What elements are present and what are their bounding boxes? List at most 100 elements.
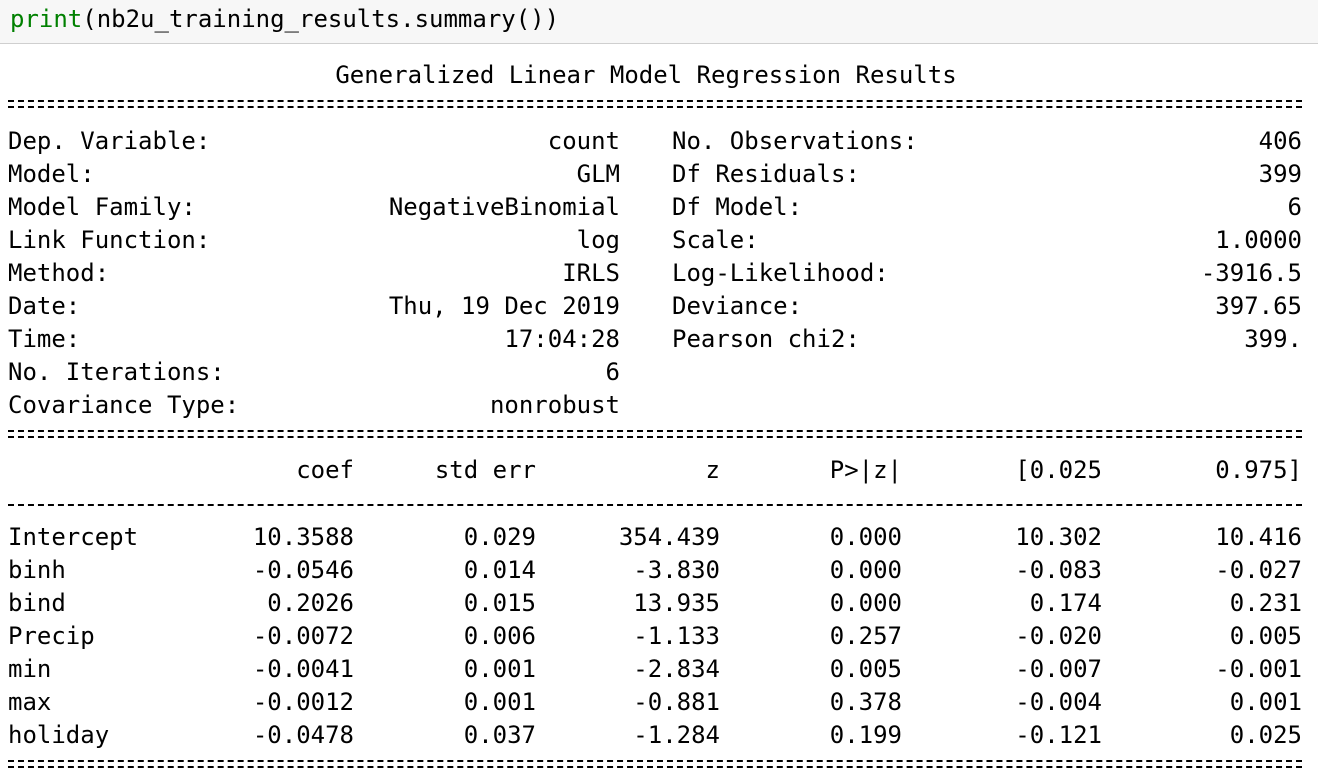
info-value-left: count [547, 127, 620, 155]
ci-upper-value: 0.025 [1229, 721, 1302, 749]
info-label-left: Dep. Variable: [8, 127, 211, 155]
coef-header-row: coef std err z P>|z| [0.025 0.975] [8, 454, 1302, 487]
std-err-value: 0.006 [463, 622, 536, 650]
std-err-value: 0.001 [463, 655, 536, 683]
info-row: No. Iterations: 6 [8, 356, 1302, 389]
summary-title: Generalized Linear Model Regression Resu… [335, 61, 957, 89]
ci-lower-value: 10.302 [1015, 523, 1102, 551]
variable-name: bind [8, 589, 66, 617]
z-value: 13.935 [633, 589, 720, 617]
info-value-left: 6 [605, 358, 620, 386]
ci-lower-value: -0.020 [1015, 622, 1102, 650]
info-value-right: 399 [1258, 160, 1302, 188]
info-value-right: 399. [1244, 325, 1302, 353]
z-value: -0.881 [633, 688, 720, 716]
info-value-left: Thu, 19 Dec 2019 [388, 292, 620, 320]
p-value: 0.000 [829, 589, 902, 617]
ci-lower-value: -0.121 [1015, 721, 1102, 749]
coef-value: -0.0012 [252, 688, 354, 716]
std-err-value: 0.037 [463, 721, 536, 749]
variable-name: holiday [8, 721, 110, 749]
variable-name: Precip [8, 622, 95, 650]
z-value: -3.830 [633, 556, 720, 584]
variable-name: binh [8, 556, 66, 584]
coef-row: min -0.0041 0.001 -2.834 0.005 -0.007 -0.001 [8, 653, 1302, 686]
print-builtin: print [10, 5, 83, 33]
code-input-cell[interactable]: print(nb2u_training_results.summary()) [0, 0, 1318, 44]
coef-row: Precip -0.0072 0.006 -1.133 0.257 -0.020 0.005 [8, 620, 1302, 653]
code-line[interactable]: print(nb2u_training_results.summary()) [10, 4, 559, 34]
info-label-right: No. Observations: [672, 127, 918, 155]
info-label-right: Scale: [672, 226, 759, 254]
info-value-left: GLM [576, 160, 620, 188]
variable-name: max [8, 688, 52, 716]
info-label-left: No. Iterations: [8, 358, 225, 386]
coef-value: 0.2026 [267, 589, 354, 617]
info-label-right: Df Residuals: [672, 160, 860, 188]
p-value: 0.257 [829, 622, 902, 650]
ci-lower-value: -0.007 [1015, 655, 1102, 683]
coef-value: -0.0478 [252, 721, 354, 749]
info-label-left: Link Function: [8, 226, 211, 254]
coef-row: max -0.0012 0.001 -0.881 0.378 -0.004 0.001 [8, 686, 1302, 719]
info-label-right: Pearson chi2: [672, 325, 860, 353]
z-value: -1.133 [633, 622, 720, 650]
info-row: Dep. Variable: count No. Observations: 406 [8, 125, 1302, 158]
p-value: 0.378 [829, 688, 902, 716]
ci-lower-value: 0.174 [1029, 589, 1102, 617]
info-value-left: nonrobust [489, 391, 620, 419]
info-value-right: 406 [1258, 127, 1302, 155]
ci-upper-value: -0.027 [1215, 556, 1302, 584]
coef-row: bind 0.2026 0.015 13.935 0.000 0.174 0.231 [8, 587, 1302, 620]
p-value: 0.005 [829, 655, 902, 683]
header-ci-upper: 0.975] [1215, 456, 1302, 484]
header-p-value: P>|z| [829, 456, 902, 484]
info-label-left: Covariance Type: [8, 391, 240, 419]
info-label-right: Df Model: [672, 193, 803, 221]
std-err-value: 0.029 [463, 523, 536, 551]
info-value-right: 1.0000 [1215, 226, 1302, 254]
info-label-left: Method: [8, 259, 110, 287]
double-rule-top [8, 100, 1302, 108]
coef-row: binh -0.0546 0.014 -3.830 0.000 -0.083 -0.027 [8, 554, 1302, 587]
info-row: Method: IRLS Log-Likelihood: -3916.5 [8, 257, 1302, 290]
z-value: -2.834 [633, 655, 720, 683]
double-rule-bottom [8, 760, 1302, 768]
ci-upper-value: 0.001 [1229, 688, 1302, 716]
coef-row: Intercept 10.3588 0.029 354.439 0.000 10.302 1… [8, 521, 1302, 554]
ci-lower-value: -0.083 [1015, 556, 1102, 584]
p-value: 0.000 [829, 556, 902, 584]
std-err-value: 0.015 [463, 589, 536, 617]
info-row: Model: GLM Df Residuals: 399 [8, 158, 1302, 191]
info-label-left: Time: [8, 325, 81, 353]
ci-upper-value: -0.001 [1215, 655, 1302, 683]
info-value-left: log [576, 226, 620, 254]
std-err-value: 0.014 [463, 556, 536, 584]
variable-name: Intercept [8, 523, 139, 551]
coef-value: -0.0041 [252, 655, 354, 683]
info-label-left: Model Family: [8, 193, 196, 221]
coef-row: holiday -0.0478 0.037 -1.284 0.199 -0.121 0.02… [8, 719, 1302, 752]
info-value-right: 397.65 [1215, 292, 1302, 320]
z-value: -1.284 [633, 721, 720, 749]
info-row: Date: Thu, 19 Dec 2019 Deviance: 397.65 [8, 290, 1302, 323]
p-value: 0.199 [829, 721, 902, 749]
header-ci-lower: [0.025 [1015, 456, 1102, 484]
p-value: 0.000 [829, 523, 902, 551]
coef-value: -0.0072 [252, 622, 354, 650]
info-value-right: 6 [1287, 193, 1302, 221]
info-label-right: Deviance: [672, 292, 803, 320]
info-value-left: 17:04:28 [504, 325, 620, 353]
code-expression: (nb2u_training_results.summary()) [82, 5, 560, 33]
info-row: Time: 17:04:28 Pearson chi2: 399. [8, 323, 1302, 356]
info-row: Model Family: NegativeBinomial Df Model: 6 [8, 191, 1302, 224]
single-rule [8, 504, 1302, 506]
ci-upper-value: 0.005 [1229, 622, 1302, 650]
info-label-right: Log-Likelihood: [672, 259, 889, 287]
header-coef: coef [296, 456, 354, 484]
header-z: z [705, 456, 720, 484]
coef-value: 10.3588 [252, 523, 354, 551]
info-value-left: IRLS [562, 259, 620, 287]
ci-upper-value: 10.416 [1215, 523, 1302, 551]
ci-upper-value: 0.231 [1229, 589, 1302, 617]
